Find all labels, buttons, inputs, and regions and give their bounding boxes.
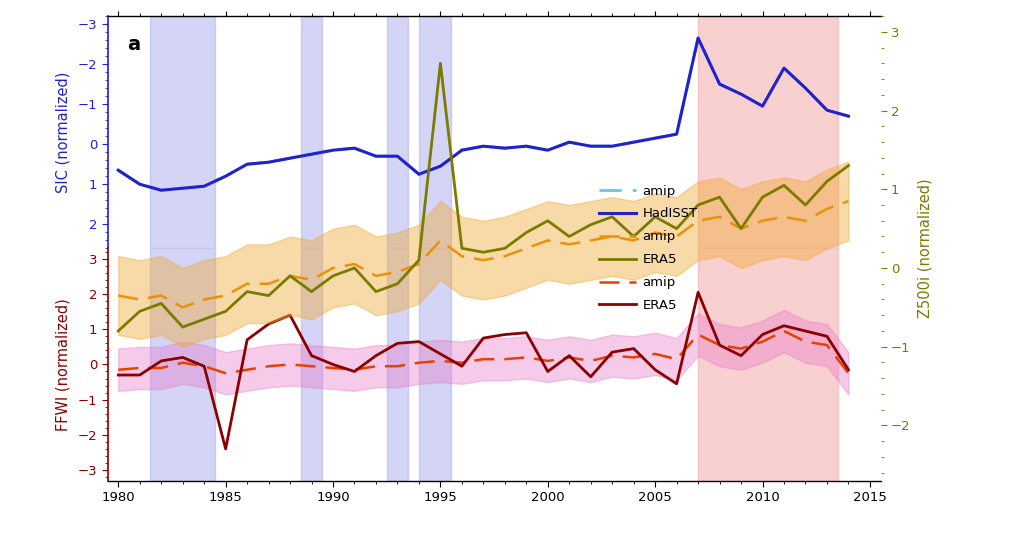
Bar — [301, 16, 323, 248]
Bar — [419, 16, 452, 248]
Bar — [698, 248, 838, 481]
Bar — [151, 16, 215, 248]
Y-axis label: SIC (normalized): SIC (normalized) — [55, 72, 71, 193]
Bar — [387, 16, 409, 248]
Bar — [387, 248, 409, 481]
Bar — [698, 16, 838, 248]
Bar — [419, 248, 452, 481]
Legend: amip, HadISST, amip, ERA5, amip, ERA5: amip, HadISST, amip, ERA5, amip, ERA5 — [594, 179, 702, 317]
Bar — [301, 248, 323, 481]
Bar — [151, 248, 215, 481]
Y-axis label: Z500i (normalized): Z500i (normalized) — [918, 178, 933, 318]
Text: a: a — [127, 35, 140, 53]
Y-axis label: FFWI (normalized): FFWI (normalized) — [55, 298, 71, 431]
